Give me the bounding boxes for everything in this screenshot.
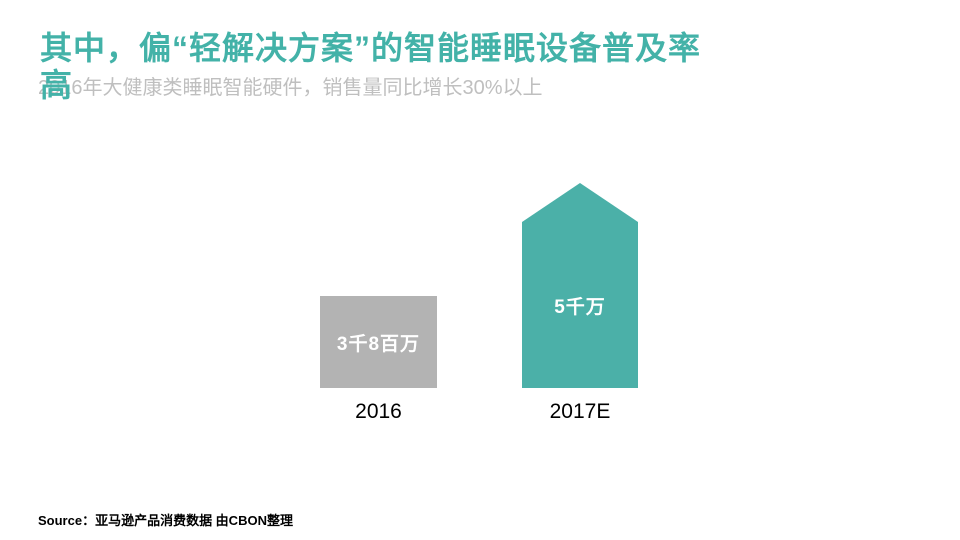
source-note: Source：亚马逊产品消费数据 由CBON整理 (38, 513, 293, 528)
x-axis-label-2017e: 2017E (549, 400, 611, 423)
page-title: 其中，偏“轻解决方案”的智能睡眠设备普及率 (40, 30, 702, 66)
bar-2016: 3千8百万 (320, 296, 437, 388)
bar-2017e-arrow: 5千万 (522, 183, 638, 388)
bar-2016-value-label: 3千8百万 (336, 333, 421, 355)
page-subtitle: 2016年大健康类睡眠智能硬件，销售量同比增长30%以上 (38, 77, 543, 99)
x-axis-label-2016: 2016 (355, 400, 402, 423)
bar-2017e-body: 5千万 (522, 222, 638, 388)
bar-2017e-value-label: 5千万 (554, 296, 606, 318)
page-title-wrapped-char: 高 (40, 67, 73, 103)
